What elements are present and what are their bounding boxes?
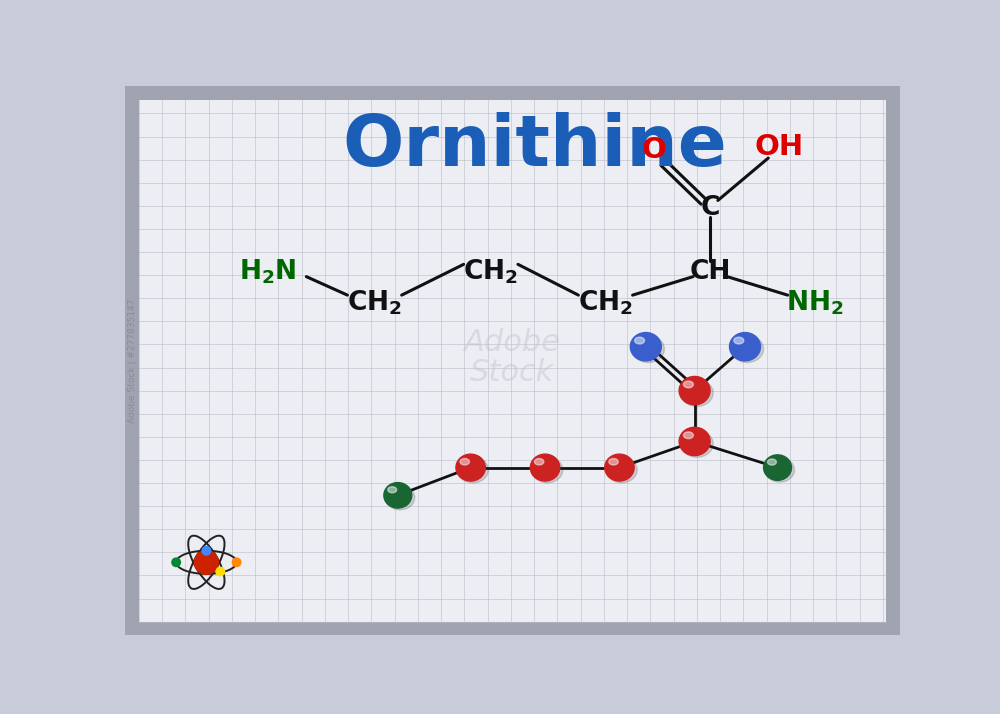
Ellipse shape bbox=[734, 337, 744, 344]
Ellipse shape bbox=[385, 486, 415, 510]
Circle shape bbox=[232, 558, 241, 566]
Circle shape bbox=[194, 550, 218, 574]
Text: Adobe Stock | #277835147: Adobe Stock | #277835147 bbox=[128, 298, 137, 423]
Ellipse shape bbox=[681, 379, 713, 406]
Ellipse shape bbox=[458, 457, 488, 483]
Ellipse shape bbox=[681, 430, 713, 457]
Text: $\mathregular{CH_2}$: $\mathregular{CH_2}$ bbox=[463, 258, 518, 286]
Text: Adobe: Adobe bbox=[464, 328, 561, 358]
Text: $\mathregular{CH_2}$: $\mathregular{CH_2}$ bbox=[347, 288, 402, 317]
Ellipse shape bbox=[768, 459, 776, 465]
Ellipse shape bbox=[460, 458, 469, 465]
Ellipse shape bbox=[456, 454, 485, 481]
Ellipse shape bbox=[534, 458, 544, 465]
Ellipse shape bbox=[730, 333, 761, 361]
Ellipse shape bbox=[606, 457, 637, 483]
Text: O: O bbox=[641, 136, 666, 164]
Text: Stock: Stock bbox=[470, 358, 555, 386]
Text: C: C bbox=[700, 195, 720, 221]
Text: Ornithine: Ornithine bbox=[342, 112, 727, 181]
Text: CH: CH bbox=[689, 259, 731, 285]
Ellipse shape bbox=[683, 432, 693, 438]
Text: $\mathregular{CH_2}$: $\mathregular{CH_2}$ bbox=[578, 288, 633, 317]
Ellipse shape bbox=[630, 333, 661, 361]
FancyBboxPatch shape bbox=[139, 99, 886, 622]
Ellipse shape bbox=[609, 458, 618, 465]
Circle shape bbox=[202, 546, 211, 555]
FancyBboxPatch shape bbox=[125, 616, 900, 635]
Text: $\mathregular{H_2N}$: $\mathregular{H_2N}$ bbox=[239, 258, 296, 286]
Ellipse shape bbox=[683, 381, 693, 388]
Ellipse shape bbox=[632, 336, 664, 363]
Ellipse shape bbox=[388, 487, 397, 493]
Circle shape bbox=[172, 558, 180, 566]
Ellipse shape bbox=[605, 454, 634, 481]
Ellipse shape bbox=[764, 455, 792, 481]
Ellipse shape bbox=[679, 376, 710, 405]
Ellipse shape bbox=[532, 457, 563, 483]
Ellipse shape bbox=[731, 336, 764, 363]
Ellipse shape bbox=[635, 337, 645, 344]
Ellipse shape bbox=[384, 483, 412, 508]
Text: $\mathregular{NH_2}$: $\mathregular{NH_2}$ bbox=[786, 288, 844, 317]
Ellipse shape bbox=[679, 427, 710, 456]
FancyBboxPatch shape bbox=[125, 86, 900, 105]
FancyBboxPatch shape bbox=[125, 86, 144, 635]
FancyBboxPatch shape bbox=[881, 86, 900, 635]
Circle shape bbox=[216, 568, 225, 575]
Ellipse shape bbox=[765, 458, 795, 482]
Text: OH: OH bbox=[755, 133, 804, 161]
Ellipse shape bbox=[530, 454, 560, 481]
